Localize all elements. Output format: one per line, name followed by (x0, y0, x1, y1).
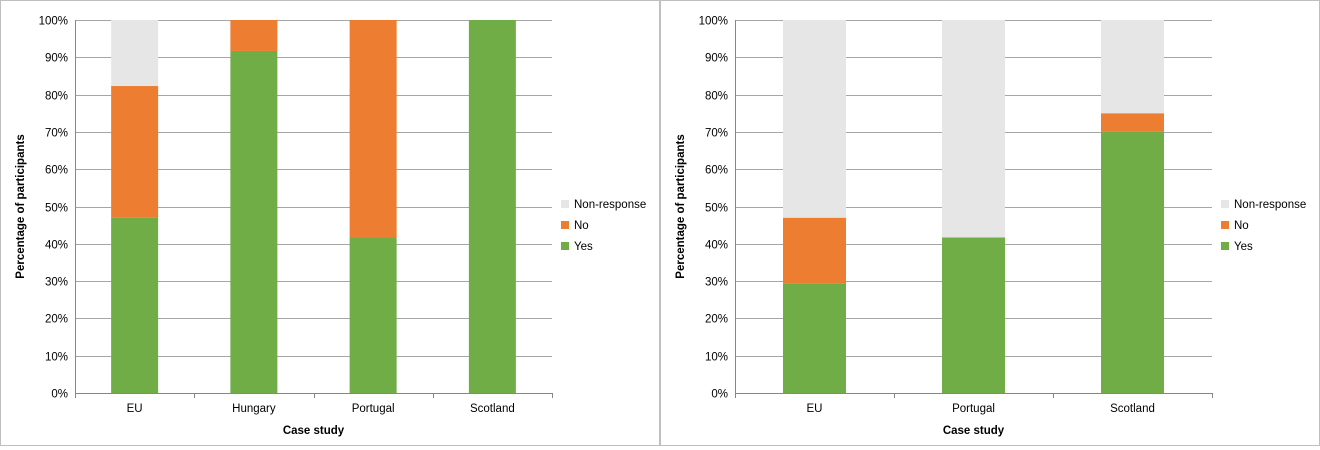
legend-label-no: No (1234, 220, 1249, 232)
y-tick-label: 90% (705, 53, 728, 65)
legend-label-yes: Yes (574, 241, 593, 253)
legend-swatch-yes (561, 242, 569, 250)
y-tick-label: 0% (51, 389, 68, 401)
y-tick-label: 80% (705, 91, 728, 103)
bar-yes-eu (783, 283, 846, 393)
bar-yes-portugal (942, 237, 1005, 393)
y-tick-label: 10% (45, 352, 68, 364)
y-tick-label: 80% (45, 91, 68, 103)
legend-swatch-no (1221, 221, 1229, 229)
bar-non-response-scotland (1101, 20, 1164, 114)
chart-panel-right: 0% 10% 20% 30% 40% 50% 60% 70% 80% 90% 100% EU Portu… (660, 0, 1320, 446)
y-tick-label: 0% (711, 389, 728, 401)
y-tick-label: 50% (705, 203, 728, 215)
bar-yes-eu (111, 217, 159, 393)
bar-non-response-portugal (942, 20, 1005, 238)
x-tick-label: Scotland (470, 403, 515, 415)
bar-no-eu (783, 217, 846, 284)
bar-yes-scotland (468, 20, 516, 393)
stacked-bar-chart-left: 0% 10% 20% 30% 40% 50% 60% 70% 80% 90% 100% EU Hunga… (15, 16, 646, 438)
chart-panel-left: 0% 10% 20% 30% 40% 50% 60% 70% 80% 90% 100% EU Hunga… (0, 0, 660, 446)
x-tick-label: Scotland (1110, 403, 1155, 415)
bar-yes-scotland (1101, 131, 1164, 393)
y-tick-label: 60% (705, 165, 728, 177)
y-tick-label: 30% (705, 277, 728, 289)
x-axis-title: Case study (943, 425, 1005, 437)
y-tick-label: 90% (45, 53, 68, 65)
y-tick-label: 100% (39, 16, 68, 28)
bar-no-hungary (230, 20, 278, 51)
y-tick-label: 20% (705, 314, 728, 326)
legend-swatch-no (561, 221, 569, 229)
bar-no-portugal (349, 20, 397, 238)
y-tick-label: 40% (45, 240, 68, 252)
y-tick-label: 100% (699, 16, 728, 28)
bar-non-response-eu (783, 20, 846, 218)
legend-swatch-non-response (561, 200, 569, 208)
x-tick-label: Portugal (952, 403, 995, 415)
y-axis-title: Percentage of participants (15, 134, 27, 278)
legend-swatch-non-response (1221, 200, 1229, 208)
x-tick-label: Hungary (232, 403, 276, 415)
y-tick-label: 70% (705, 128, 728, 140)
bar-no-scotland (1101, 113, 1164, 132)
y-tick-label: 60% (45, 165, 68, 177)
bar-yes-hungary (230, 50, 278, 394)
bar-non-response-eu (111, 20, 159, 87)
y-tick-label: 10% (705, 352, 728, 364)
stacked-bar-chart-right: 0% 10% 20% 30% 40% 50% 60% 70% 80% 90% 100% EU Portu… (675, 16, 1306, 438)
x-tick-label: Portugal (352, 403, 395, 415)
x-axis-title: Case study (283, 425, 345, 437)
legend-label-yes: Yes (1234, 241, 1253, 253)
x-tick-label: EU (807, 403, 823, 415)
y-tick-label: 20% (45, 314, 68, 326)
y-tick-label: 40% (705, 240, 728, 252)
x-tick-label: EU (127, 403, 143, 415)
legend-label-non-response: Non-response (1234, 199, 1306, 211)
legend-label-non-response: Non-response (574, 199, 646, 211)
bar-yes-portugal (349, 237, 397, 393)
bar-no-eu (111, 86, 159, 218)
y-tick-label: 50% (45, 203, 68, 215)
legend-label-no: No (574, 220, 589, 232)
y-tick-label: 30% (45, 277, 68, 289)
y-tick-label: 70% (45, 128, 68, 140)
y-axis-title: Percentage of participants (675, 134, 687, 278)
legend-swatch-yes (1221, 242, 1229, 250)
